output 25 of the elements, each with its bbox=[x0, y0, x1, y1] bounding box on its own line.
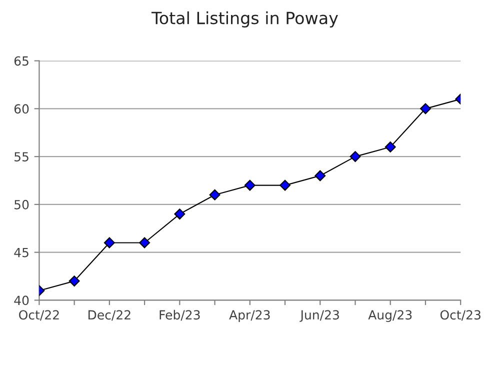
point bbox=[244, 180, 256, 191]
x-tick-label: Oct/22 bbox=[19, 310, 59, 321]
x-tick-label: Oct/23 bbox=[440, 310, 480, 321]
x-tick-label: Feb/23 bbox=[160, 310, 200, 321]
x-tick-label: Aug/23 bbox=[368, 310, 412, 322]
point bbox=[209, 189, 220, 200]
point bbox=[420, 103, 431, 114]
x-tick-label: Jun/23 bbox=[300, 310, 339, 322]
point bbox=[174, 208, 186, 220]
point bbox=[314, 170, 326, 182]
point bbox=[139, 237, 150, 248]
y-tick-label: 40 bbox=[14, 296, 29, 306]
y-tick-label: 45 bbox=[14, 248, 28, 258]
point bbox=[350, 151, 361, 162]
point bbox=[280, 180, 290, 191]
y-tick-label: 60 bbox=[14, 104, 29, 114]
point bbox=[104, 237, 115, 248]
x-tick-label: Apr/23 bbox=[229, 310, 270, 322]
x-tick-label: Dec/22 bbox=[88, 310, 130, 321]
y-tick-label: 55 bbox=[14, 152, 28, 162]
point bbox=[384, 142, 396, 152]
y-tick-label: 50 bbox=[14, 200, 29, 210]
point bbox=[68, 276, 80, 287]
chart-title: Total Listings in Poway bbox=[151, 11, 338, 28]
y-tick-label: 65 bbox=[14, 56, 28, 66]
